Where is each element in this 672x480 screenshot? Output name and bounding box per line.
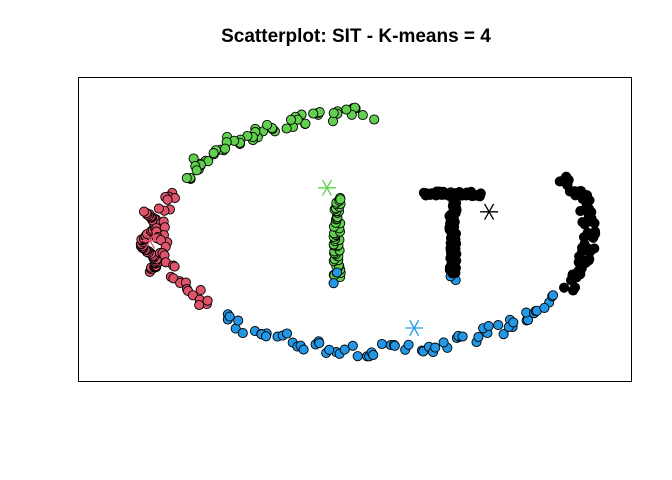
data-point xyxy=(352,351,363,362)
data-point xyxy=(376,338,388,350)
data-point xyxy=(308,108,319,119)
data-point xyxy=(169,261,180,272)
data-point xyxy=(237,328,248,339)
data-point xyxy=(328,108,339,119)
data-point xyxy=(451,189,462,200)
data-point xyxy=(324,344,335,355)
data-point xyxy=(208,148,219,159)
data-point xyxy=(577,217,588,228)
data-point xyxy=(508,317,519,328)
data-point xyxy=(262,119,273,130)
data-point xyxy=(281,328,293,339)
data-point xyxy=(498,329,509,340)
data-point xyxy=(314,338,325,349)
data-point xyxy=(181,173,192,184)
data-point xyxy=(357,110,368,121)
data-point xyxy=(575,206,586,217)
data-point xyxy=(168,273,179,284)
data-point xyxy=(389,340,400,351)
data-point xyxy=(559,282,570,293)
data-point xyxy=(162,194,173,205)
data-point xyxy=(224,311,235,322)
data-point xyxy=(202,295,213,306)
data-point xyxy=(328,278,339,289)
data-point xyxy=(590,226,601,237)
data-point xyxy=(233,315,244,326)
data-point xyxy=(438,337,449,348)
data-point xyxy=(153,203,164,214)
data-point xyxy=(298,344,309,355)
data-point xyxy=(335,194,346,205)
data-point xyxy=(430,342,441,353)
data-point xyxy=(260,331,272,342)
data-point xyxy=(569,186,580,197)
data-point xyxy=(332,267,343,278)
points-layer xyxy=(135,102,601,362)
data-point xyxy=(285,114,297,125)
data-point xyxy=(567,269,578,280)
data-point xyxy=(138,206,150,217)
data-point xyxy=(347,340,358,351)
data-point xyxy=(369,114,380,125)
data-point xyxy=(368,349,379,361)
data-point xyxy=(195,285,206,296)
data-point xyxy=(281,123,292,134)
data-point xyxy=(539,302,550,313)
data-point xyxy=(339,344,350,355)
data-point xyxy=(403,339,414,350)
data-point xyxy=(483,321,494,332)
centroid-marker xyxy=(405,319,424,337)
data-point xyxy=(559,174,570,185)
data-point xyxy=(493,320,504,331)
data-point xyxy=(589,243,600,254)
plot-frame xyxy=(78,77,632,382)
data-point xyxy=(194,299,205,311)
data-point xyxy=(457,331,468,342)
centroid-marker xyxy=(318,179,336,196)
data-point xyxy=(547,290,559,301)
data-point xyxy=(473,331,484,343)
centroid-marker xyxy=(141,232,159,249)
data-point xyxy=(300,118,311,129)
data-point xyxy=(475,188,486,199)
centroid-marker xyxy=(480,203,499,220)
data-point xyxy=(220,143,231,154)
chart-title: Scatterplot: SIT - K-means = 4 xyxy=(221,26,491,47)
centroids-layer xyxy=(141,179,499,337)
data-point xyxy=(191,165,202,176)
data-point xyxy=(341,104,352,115)
